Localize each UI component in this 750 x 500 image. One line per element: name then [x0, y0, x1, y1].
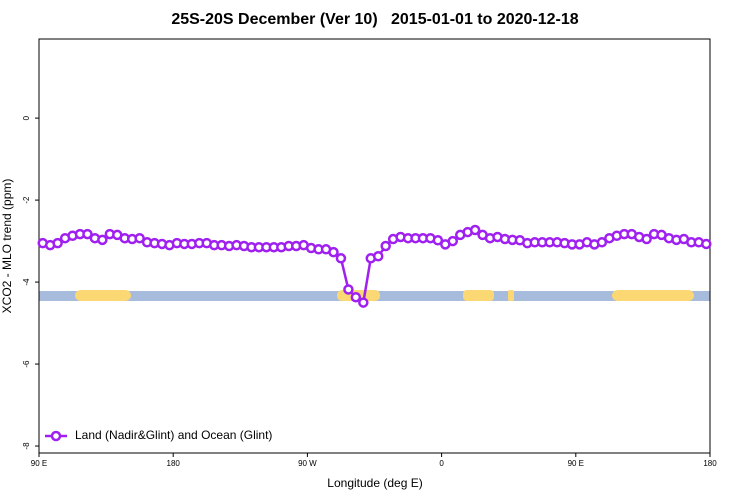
plot-frame	[38, 38, 711, 454]
x-tick-label: 180	[167, 459, 181, 468]
data-point	[97, 234, 108, 246]
land-segment	[508, 290, 514, 301]
legend-label: Land (Nadir&Glint) and Ocean (Glint)	[75, 428, 272, 442]
data-point	[641, 233, 652, 245]
data-point	[82, 228, 93, 240]
x-tick-label: 90 E	[568, 459, 584, 468]
y-tick-label: -2	[22, 196, 31, 204]
legend-marker	[50, 430, 62, 442]
x-tick-label: 180	[703, 459, 717, 468]
data-point	[432, 235, 444, 246]
data-point	[596, 237, 608, 248]
y-tick-label: -8	[22, 442, 31, 450]
data-point	[469, 224, 481, 236]
data-point	[380, 240, 391, 252]
x-tick-label: 0	[439, 459, 444, 468]
data-point	[343, 284, 354, 295]
data-point	[350, 291, 362, 303]
data-point	[134, 232, 145, 244]
data-point	[52, 237, 63, 249]
y-tick-label: -6	[22, 360, 31, 368]
y-axis-label: XCO2 - MLO trend (ppm)	[0, 179, 14, 314]
y-tick-label: 0	[22, 115, 31, 120]
chart-title: 25S-20S December (Ver 10) 2015-01-01 to …	[171, 11, 578, 28]
land-ocean-band	[39, 290, 710, 301]
data-point	[701, 238, 712, 250]
y-tick-label: -4	[22, 278, 31, 286]
land-segment	[612, 290, 694, 301]
land-segment	[463, 290, 494, 301]
x-axis-label: Longitude (deg E)	[327, 476, 422, 490]
data-point	[328, 246, 339, 258]
land-segment	[75, 290, 131, 301]
data-point	[372, 250, 384, 262]
data-point	[335, 253, 347, 264]
data-point	[447, 235, 459, 247]
x-tick-label: 90 E	[31, 459, 47, 468]
data-point	[358, 297, 369, 308]
x-tick-label: 90 W	[298, 459, 317, 468]
